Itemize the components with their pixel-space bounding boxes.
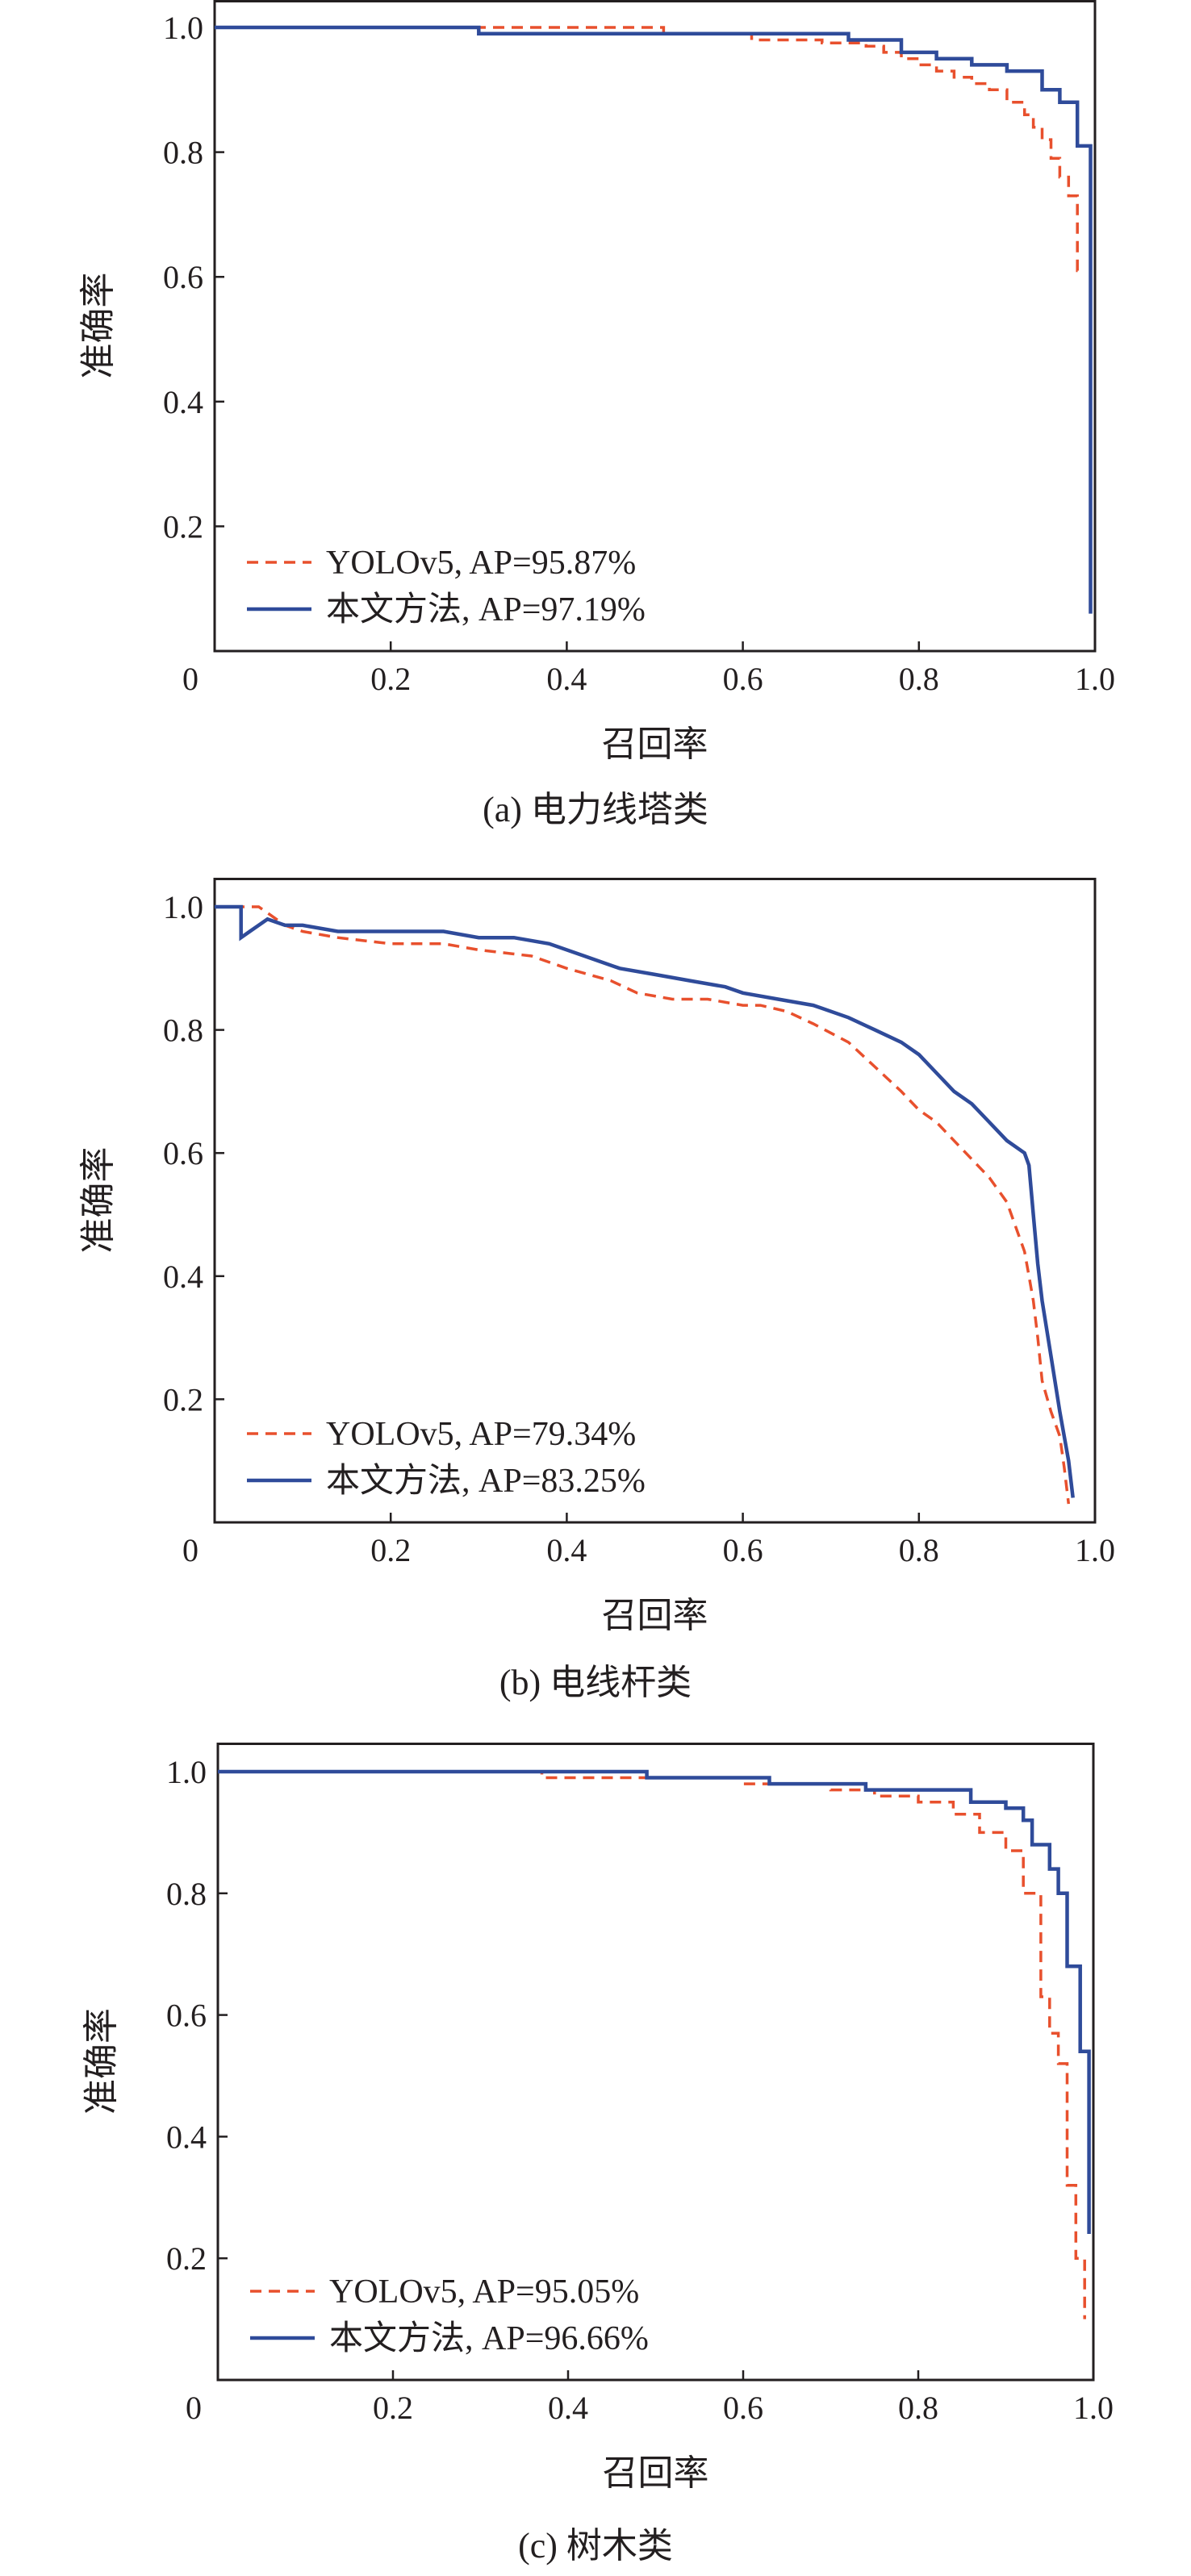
x-tick-label: 0.6: [723, 2390, 763, 2426]
y-axis-label: 准确率: [81, 2008, 121, 2115]
x-axis-label: 召回率: [603, 2453, 709, 2493]
legend-label: YOLOv5, AP=79.34%: [326, 1416, 636, 1453]
x-tick-label: 1.0: [1073, 2390, 1114, 2426]
legend-label: 本文方法, AP=96.66%: [329, 2319, 649, 2357]
x-tick-label: 1.0: [1075, 1532, 1115, 1568]
legend-label: YOLOv5, AP=95.05%: [329, 2273, 639, 2311]
y-tick-label: 0.6: [163, 259, 203, 295]
x-tick-label: 0: [186, 2390, 202, 2426]
panel-caption: (c) 树木类: [518, 2526, 673, 2566]
y-tick-label: 0.2: [163, 508, 203, 545]
series-line-ours: [215, 904, 1075, 1498]
chart-panel-2: 0 0.2 0.4 0.6 0.8 1.0 0.2 0.4 0.6 0.8 1.0 召回率 准确率 YOL…: [78, 878, 1115, 1702]
legend-label: 本文方法, AP=83.25%: [326, 1462, 646, 1500]
y-tick-label: 0.2: [163, 1381, 203, 1417]
panel-caption: (b) 电线杆类: [499, 1663, 692, 1702]
plot-frame: [216, 1743, 1095, 2382]
x-tick-label: 1.0: [1075, 661, 1115, 697]
x-tick-label: 0: [182, 661, 198, 697]
y-tick-label: 0.4: [166, 2119, 207, 2155]
y-axis-label: 准确率: [78, 273, 118, 379]
y-tick-label: 0.6: [166, 1998, 207, 2034]
y-tick-label: 0.6: [163, 1135, 203, 1171]
y-tick-label: 0.8: [166, 1876, 207, 1912]
y-tick-label: 0.4: [163, 1259, 203, 1295]
x-tick-label: 0.4: [548, 2390, 588, 2426]
x-tick-label: 0.4: [546, 661, 587, 697]
series-line-ours: [215, 25, 1093, 614]
panel-caption: (a) 电力线塔类: [483, 790, 708, 829]
x-tick-label: 0.8: [898, 2390, 938, 2426]
x-tick-label: 0.2: [370, 1532, 411, 1568]
chart-panel-3: 0 0.2 0.4 0.6 0.8 1.0 0.2 0.4 0.6 0.8 1.0 召回率 准确率 YOL…: [81, 1743, 1114, 2566]
x-axis-label: 召回率: [602, 724, 708, 764]
chart-panel-1: 0 0.2 0.4 0.6 0.8 1.0 0.2 0.4 0.6 0.8 1.0 召回率 准确率 YOL…: [78, 0, 1115, 829]
x-tick-label: 0.2: [373, 2390, 413, 2426]
x-tick-label: 0.2: [370, 661, 411, 697]
plot-frame: [213, 0, 1097, 653]
x-tick-label: 0.6: [723, 1532, 763, 1568]
x-tick-label: 0.4: [546, 1532, 587, 1568]
y-tick-label: 0.4: [163, 384, 203, 420]
y-tick-label: 1.0: [163, 10, 203, 46]
series-line-ours: [218, 1769, 1091, 2234]
x-tick-label: 0.8: [899, 661, 939, 697]
series-line-yolov5: [218, 1770, 1086, 2319]
y-tick-label: 1.0: [166, 1754, 207, 1790]
x-axis-label: 召回率: [602, 1596, 708, 1635]
y-tick-label: 1.0: [163, 889, 203, 925]
series-line-yolov5: [215, 905, 1071, 1505]
y-tick-label: 0.8: [163, 135, 203, 171]
plot-frame: [213, 878, 1097, 1524]
y-tick-label: 0.2: [166, 2240, 207, 2277]
y-axis-label: 准确率: [78, 1147, 118, 1254]
legend-label: YOLOv5, AP=95.87%: [326, 545, 636, 582]
y-tick-label: 0.8: [163, 1012, 203, 1049]
x-tick-label: 0.8: [899, 1532, 939, 1568]
x-tick-label: 0.6: [723, 661, 763, 697]
x-tick-label: 0: [182, 1532, 198, 1568]
series-line-yolov5: [215, 26, 1082, 273]
legend-label: 本文方法, AP=97.19%: [326, 591, 646, 628]
